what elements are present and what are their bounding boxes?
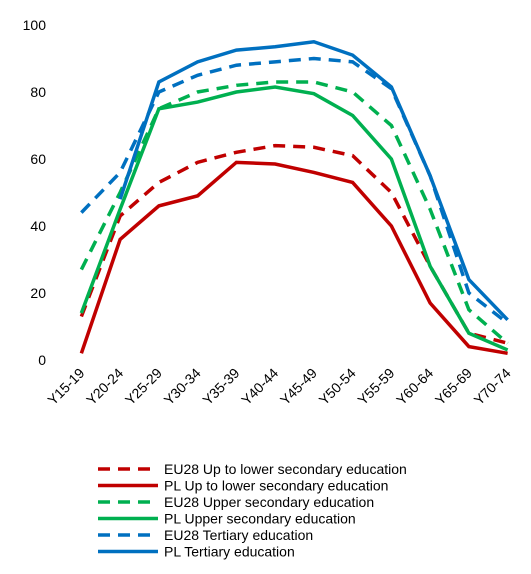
y-tick-label: 100 — [23, 17, 47, 33]
series-line — [118, 39, 509, 322]
x-tick-label: Y60-64 — [393, 365, 436, 408]
y-tick-label: 20 — [30, 285, 46, 301]
x-tick-label: Y45-49 — [277, 365, 320, 408]
y-tick-label: 80 — [30, 84, 46, 100]
series-line — [79, 160, 508, 356]
series-line — [80, 56, 509, 325]
x-tick-label: Y15-19 — [44, 365, 87, 408]
y-tick-label: 60 — [30, 151, 46, 167]
x-tick-label: Y20-24 — [83, 365, 126, 408]
legend-label: EU28 Upper secondary education — [164, 494, 374, 510]
x-tick-label: Y35-39 — [199, 365, 242, 408]
y-tick-label: 40 — [30, 218, 46, 234]
x-tick-label: Y30-34 — [161, 365, 204, 408]
legend-label: PL Tertiary education — [164, 544, 295, 560]
x-tick-label: Y70-74 — [471, 365, 514, 408]
legend-label: EU28 Tertiary education — [164, 527, 313, 543]
series-line — [79, 85, 509, 352]
x-tick-label: Y25-29 — [122, 365, 165, 408]
legend-label: PL Up to lower secondary education — [164, 478, 388, 494]
x-tick-label: Y50-54 — [316, 365, 359, 408]
legend-label: EU28 Up to lower secondary education — [164, 461, 407, 477]
series-line — [79, 143, 509, 345]
y-tick-label: 0 — [38, 352, 46, 368]
x-tick-label: Y40-44 — [238, 365, 281, 408]
x-tick-label: Y65-69 — [432, 365, 475, 408]
x-tick-label: Y55-59 — [354, 365, 397, 408]
legend-label: PL Upper secondary education — [164, 511, 356, 527]
